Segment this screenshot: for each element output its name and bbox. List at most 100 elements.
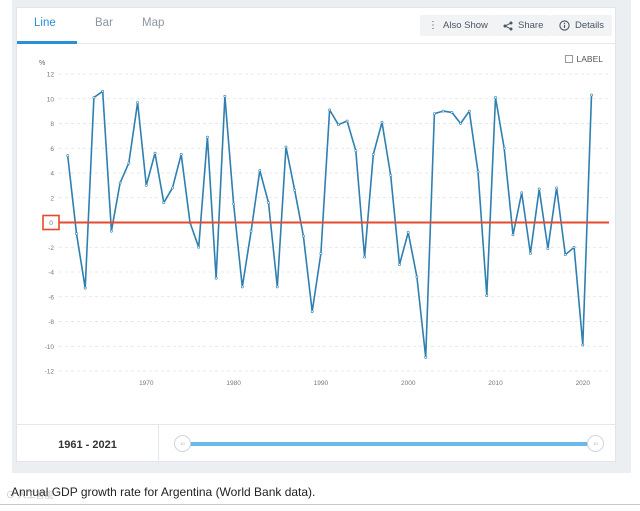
data-point	[336, 123, 340, 127]
line-chart: %12 10 8 6 4 2 -2 -4 -6 -8 -10 -12 1970 1980 1990 2000 2…	[39, 60, 609, 387]
data-point	[118, 181, 122, 185]
x-tick-label: 2020	[576, 380, 591, 387]
y-tick-label: -2	[48, 245, 54, 252]
chart-card: Line Bar Map ⋮ Also Show Share Details L…	[16, 7, 616, 464]
data-point	[406, 230, 410, 234]
data-point	[328, 108, 332, 112]
year-range-slider[interactable]	[185, 442, 597, 446]
x-tick-label: 1970	[139, 380, 154, 387]
zero-label-box	[42, 214, 60, 231]
data-point	[267, 201, 270, 205]
x-tick-label: 2000	[401, 380, 416, 387]
data-point	[459, 122, 462, 125]
y-tick-label: -6	[48, 294, 54, 301]
also-show-button[interactable]: ⋮ Also Show	[420, 15, 496, 36]
data-point	[555, 186, 559, 190]
data-point	[494, 96, 497, 99]
year-range-label: 1961 - 2021	[17, 425, 159, 464]
data-point	[467, 109, 471, 113]
watermark: ⊙ 人工智能	[6, 490, 54, 500]
data-point	[249, 229, 253, 233]
view-tabs: Line Bar Map ⋮ Also Show Share Details	[17, 8, 615, 44]
data-point	[293, 188, 297, 192]
vertical-dots-icon: ⋮	[428, 20, 438, 31]
data-point	[92, 96, 96, 99]
data-point	[109, 229, 113, 233]
data-point	[563, 253, 567, 257]
data-point	[389, 174, 393, 177]
data-point	[214, 276, 218, 280]
data-point	[101, 89, 105, 93]
data-point	[171, 186, 174, 190]
data-point	[441, 109, 445, 113]
range-end-handle[interactable]: 10	[587, 435, 604, 452]
data-point	[511, 233, 515, 237]
data-point	[424, 355, 428, 359]
x-tick-label: 1980	[226, 380, 241, 387]
data-point	[537, 187, 541, 191]
data-point	[136, 101, 139, 104]
share-button[interactable]: Share	[495, 15, 552, 36]
zero-tick-label: 0	[49, 220, 53, 227]
y-tick-label: -10	[45, 344, 55, 351]
active-tab-indicator	[17, 41, 77, 44]
figure-caption: Annual GDP growth rate for Argentina (Wo…	[11, 485, 316, 499]
tab-bar[interactable]: Bar	[95, 17, 113, 29]
data-point	[380, 120, 384, 124]
also-show-label: Also Show	[443, 20, 488, 31]
data-point	[476, 170, 480, 174]
data-point	[529, 252, 532, 255]
data-point	[432, 112, 436, 116]
data-point	[310, 310, 314, 314]
data-point	[284, 145, 288, 149]
data-point	[319, 252, 323, 255]
data-point	[354, 149, 358, 153]
data-point	[232, 202, 236, 206]
range-start-handle[interactable]: 10	[174, 435, 191, 452]
data-point	[415, 275, 419, 279]
data-point	[144, 183, 148, 187]
tab-map[interactable]: Map	[142, 17, 165, 29]
share-label: Share	[518, 20, 544, 31]
info-icon	[559, 20, 570, 31]
divider	[0, 504, 640, 505]
y-tick-label: 6	[50, 146, 54, 153]
data-point	[302, 234, 305, 238]
y-tick-label: -12	[45, 369, 55, 376]
details-label: Details	[575, 20, 605, 31]
data-point	[275, 285, 279, 289]
data-point	[590, 93, 593, 97]
x-tick-label: 2010	[488, 380, 503, 387]
label-toggle-text: LABEL	[576, 54, 603, 64]
data-point	[206, 135, 209, 139]
y-tick-label: 12	[47, 72, 55, 79]
data-point	[75, 232, 78, 236]
data-point	[127, 161, 131, 165]
data-point	[502, 146, 506, 150]
share-icon	[503, 21, 513, 31]
data-point	[572, 245, 576, 249]
data-point	[345, 119, 349, 123]
y-tick-label: 2	[50, 195, 54, 202]
data-point	[258, 169, 262, 172]
data-point	[363, 255, 366, 259]
data-point	[66, 154, 70, 158]
data-point	[162, 201, 166, 205]
data-point	[179, 153, 183, 156]
data-point	[581, 343, 585, 347]
tab-line[interactable]: Line	[34, 17, 56, 29]
data-point	[153, 151, 157, 155]
data-point	[520, 191, 524, 195]
data-point	[240, 285, 244, 289]
y-tick-label: -4	[48, 270, 54, 277]
data-point	[546, 247, 550, 250]
label-checkbox[interactable]	[564, 55, 573, 63]
data-point	[371, 153, 375, 156]
x-tick-label: 1990	[314, 380, 329, 387]
y-tick-label: -8	[48, 319, 54, 326]
label-toggle[interactable]: LABEL	[564, 54, 603, 64]
data-point	[485, 294, 489, 297]
series-line	[66, 90, 593, 359]
details-button[interactable]: Details	[551, 15, 613, 36]
data-point	[197, 245, 201, 249]
